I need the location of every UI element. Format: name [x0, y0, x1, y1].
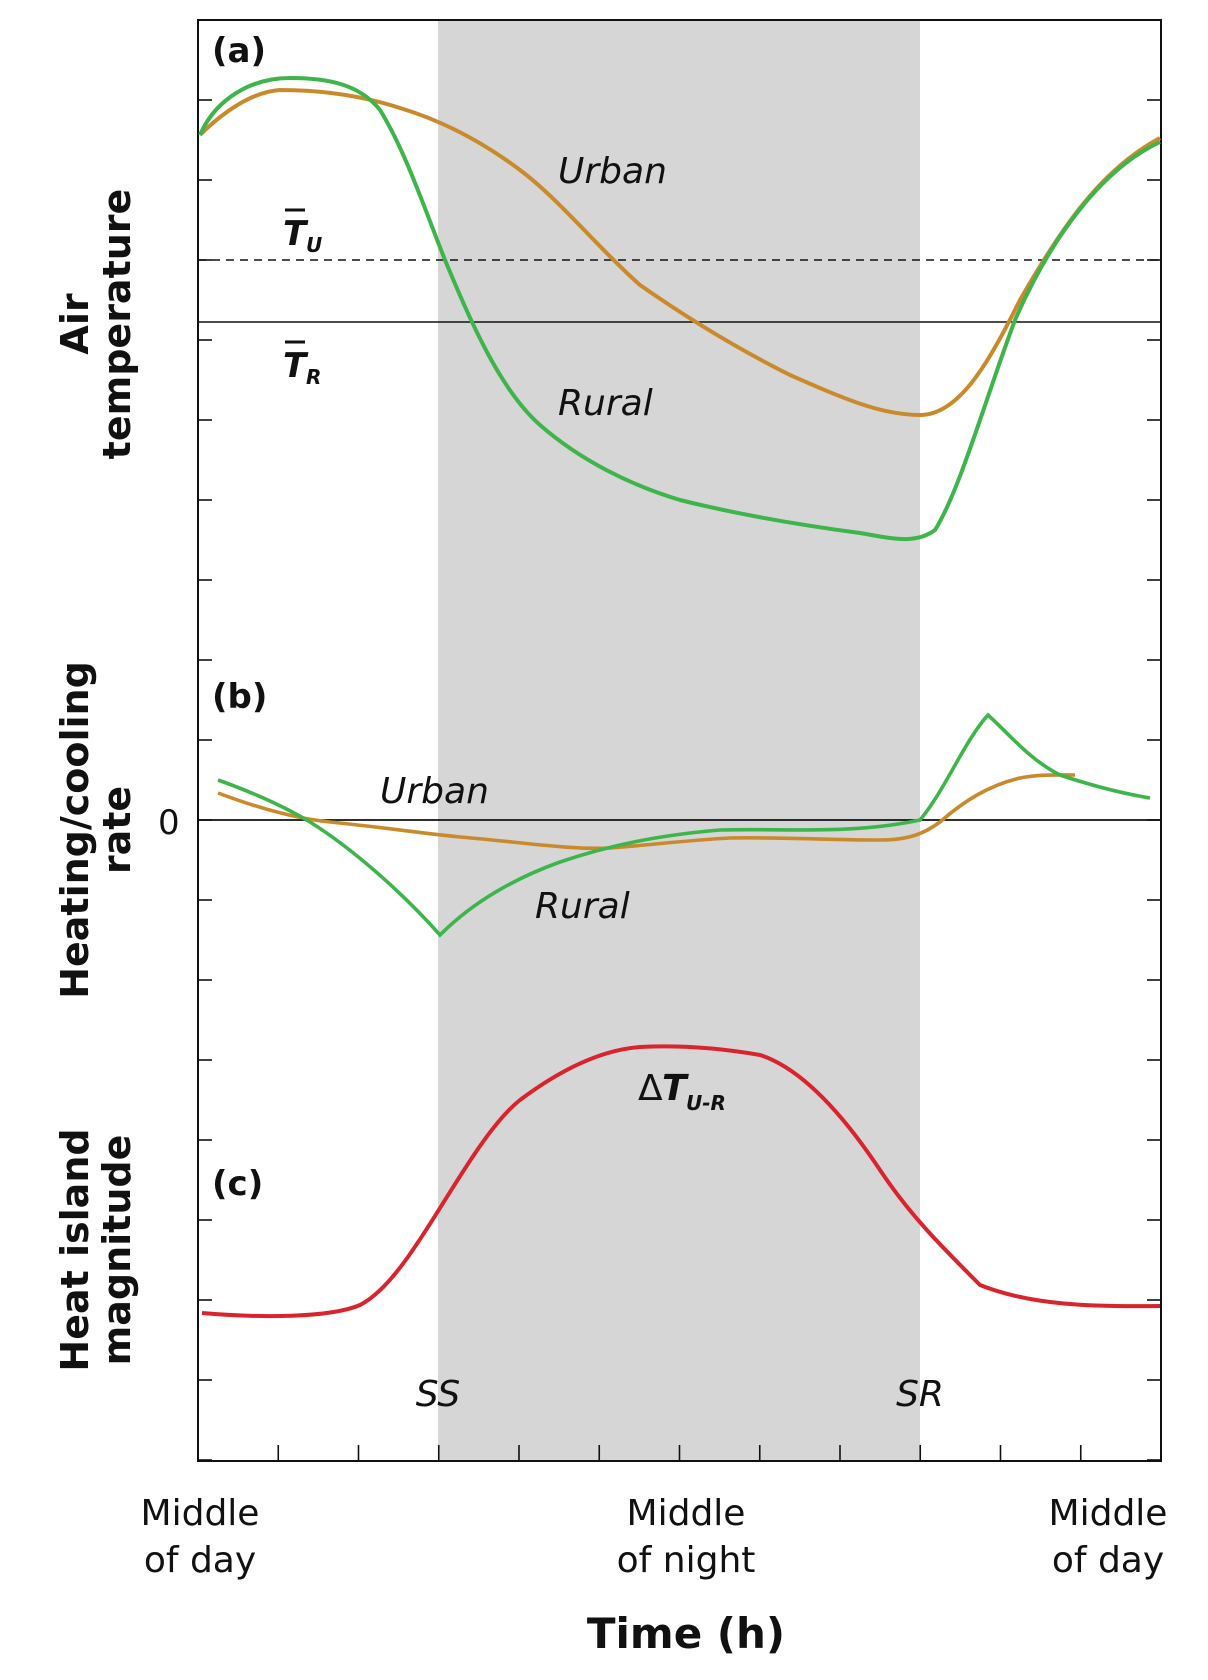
sunrise-label: SR [896, 1374, 944, 1415]
mean-urban-symbol-sub: U [306, 233, 322, 257]
mean-rural-symbol-text: T [283, 346, 309, 386]
series-b-rural-line [217, 712, 1151, 938]
label-c-delta-t: Δ T U-R [638, 1068, 726, 1115]
label-a-urban: Urban [558, 151, 667, 192]
label-c-delta: Δ [638, 1068, 663, 1109]
y-ticks-right [1147, 99, 1161, 1461]
label-b-urban: Urban [380, 771, 489, 812]
series-b-urban-line [217, 773, 1076, 851]
x-tick-label-2-line1: Middle [1049, 1493, 1168, 1534]
ylabel-a: Air temperature [53, 189, 139, 460]
x-tick-label-1-line2: of night [617, 1540, 756, 1581]
label-a-rural: Rural [558, 383, 653, 424]
x-ticks [197, 1445, 1162, 1461]
label-c-symbol: T [662, 1068, 689, 1109]
ylabel-b: Heating/cooling rate [53, 661, 139, 999]
series-a-rural-line [198, 75, 1161, 541]
series-c-heat-island-line [201, 1044, 1161, 1319]
zero-tick-label: 0 [158, 803, 180, 843]
ylabel-c-line1: Heat island [53, 1128, 97, 1371]
x-tick-label-1-line1: Middle [627, 1493, 746, 1534]
panel-label-c: (c) [212, 1164, 263, 1204]
night-shading [438, 20, 920, 1461]
mean-urban-symbol: T U [283, 208, 322, 257]
y-ticks-left [198, 99, 212, 1461]
panel-label-a: (a) [212, 31, 266, 71]
ylabel-b-line2: rate [95, 786, 139, 874]
x-tick-label-2-line2: of day [1052, 1540, 1164, 1581]
x-tick-label-0-line1: Middle [141, 1493, 260, 1534]
mean-rural-symbol-sub: R [306, 365, 321, 389]
ylabel-a-line1: Air [53, 293, 97, 354]
ylabel-a-line2: temperature [95, 189, 139, 460]
ylabel-c-line2: magnitude [95, 1135, 139, 1366]
x-axis-title: Time (h) [587, 1609, 785, 1658]
label-c-sub: U-R [686, 1091, 726, 1115]
series-a-urban-line [198, 87, 1161, 418]
panel-label-b: (b) [212, 677, 267, 717]
label-b-rural: Rural [535, 886, 630, 927]
mean-rural-symbol: T R [283, 340, 321, 389]
ylabel-b-line1: Heating/cooling [53, 661, 97, 999]
sunset-label: SS [416, 1374, 460, 1415]
x-tick-label-0-line2: of day [144, 1540, 256, 1581]
ylabel-c: Heat island magnitude [53, 1128, 139, 1371]
mean-urban-symbol-text: T [283, 214, 309, 254]
